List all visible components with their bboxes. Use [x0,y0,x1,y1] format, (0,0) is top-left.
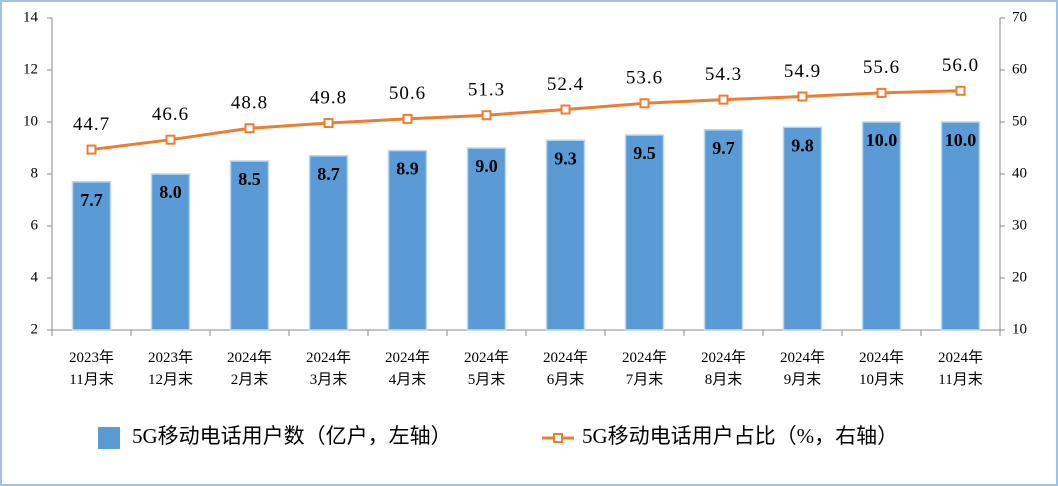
line-marker [86,144,97,155]
x-tick-label: 2024年 8月末 [701,349,746,388]
bar-value-label: 10.0 [945,130,977,150]
bar [308,155,349,331]
bar [387,149,428,331]
bar-value-label: 9.5 [633,143,656,163]
x-tick-label: 2024年 10月末 [859,349,904,388]
y2-tick-label: 60 [1012,61,1027,77]
bar-value-label: 9.3 [554,148,577,168]
y2-tick-label: 40 [1012,165,1027,181]
bar-value-label: 8.9 [396,159,419,179]
x-tick-label: 2023年 11月末 [69,349,114,388]
bar [545,139,586,331]
bar [940,121,981,331]
bar [150,173,191,331]
y-tick-label: 10 [23,113,38,129]
bar [861,121,902,331]
line-marker [876,87,887,98]
legend-marker [553,433,563,443]
y2-tick-label: 10 [1012,321,1027,337]
x-tick-label: 2023年 12月末 [148,349,193,388]
y2-tick-label: 70 [1012,9,1027,25]
line-marker [560,104,571,115]
bar-value-label: 9.7 [712,138,735,158]
line-marker [323,118,334,129]
bar-value-label: 9.0 [475,156,498,176]
bar [782,126,823,331]
x-tick-label: 2024年 3月末 [306,349,351,388]
bar [624,134,665,331]
line-marker [402,113,413,124]
bar-value-label: 7.7 [80,190,103,210]
bar [71,181,112,331]
line-marker [481,110,492,121]
y2-tick-label: 20 [1012,269,1027,285]
x-tick-label: 2024年 4月末 [385,349,430,388]
x-tick-label: 2024年 9月末 [780,349,825,388]
y-tick-label: 2 [31,321,39,337]
legend-label: 5G移动电话用户占比（%，右轴） [582,424,898,448]
y-tick-label: 14 [23,9,39,25]
y-tick-label: 12 [23,61,38,77]
x-tick-label: 2024年 7月末 [622,349,667,388]
bar [466,147,507,331]
line-marker [165,134,176,145]
line-value-label: 46.6 [152,104,189,125]
x-tick-label: 2024年 2月末 [227,349,272,388]
bar-value-label: 8.0 [159,182,182,202]
y-tick-label: 4 [31,269,39,285]
legend-label: 5G移动电话用户数（亿户，左轴） [132,424,452,448]
legend-swatch [98,427,120,449]
x-tick-label: 2024年 11月末 [938,349,983,388]
line-marker [955,85,966,96]
x-tick-label: 2024年 5月末 [464,349,509,388]
line-value-label: 55.6 [863,57,900,78]
line-value-label: 44.7 [73,114,110,135]
line-value-label: 54.9 [784,61,821,82]
line-value-label: 51.3 [468,80,505,101]
line-marker [797,91,808,102]
line-marker [244,123,255,134]
line-value-label: 48.8 [231,93,268,114]
y-tick-label: 8 [31,165,39,181]
line [91,89,961,152]
y-tick-label: 6 [31,217,39,233]
line-value-label: 50.6 [389,83,426,104]
x-tick-label: 2024年 6月末 [543,349,588,388]
bar-value-label: 8.5 [238,169,261,189]
y2-tick-label: 30 [1012,217,1027,233]
line-value-label: 52.4 [547,74,584,95]
bar-value-label: 10.0 [866,130,898,150]
y2-tick-label: 50 [1012,113,1027,129]
bar-value-label: 8.7 [317,164,340,184]
bar [703,129,744,331]
bar [229,160,270,331]
line-value-label: 56.0 [942,55,979,76]
line-value-label: 53.6 [626,68,663,89]
line-value-label: 54.3 [705,64,742,85]
line-marker [639,98,650,109]
bar-value-label: 9.8 [791,135,814,155]
line-marker [718,94,729,105]
line-value-label: 49.8 [310,87,347,108]
